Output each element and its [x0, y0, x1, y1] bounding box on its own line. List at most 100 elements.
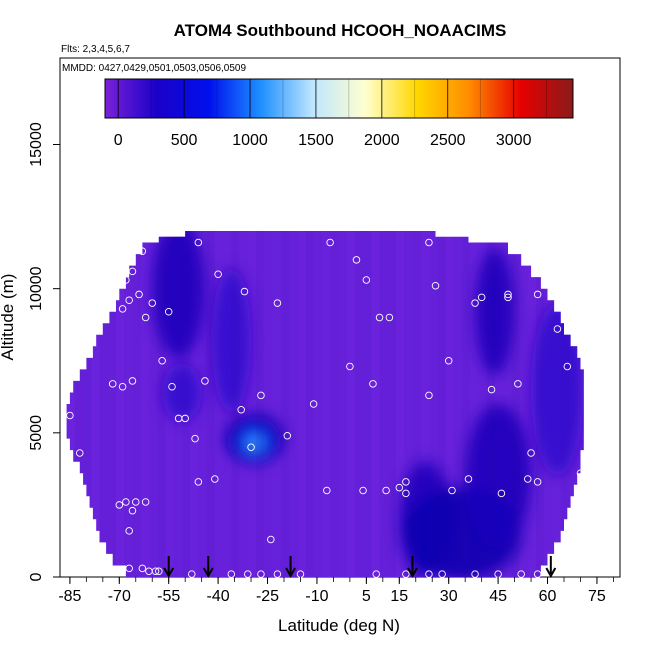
sample-point: [448, 486, 456, 495]
sample-point: [425, 391, 433, 400]
x-tick-label: 30: [440, 588, 458, 605]
field-stripe: [544, 58, 552, 577]
sample-point: [191, 434, 199, 443]
sample-point: [240, 287, 249, 296]
sample-point: [164, 307, 173, 316]
sample-point: [382, 486, 390, 495]
sample-point: [122, 498, 130, 506]
x-tick-label: -85: [58, 588, 81, 605]
field-stripe: [412, 231, 421, 577]
x-tick-label: -70: [108, 588, 131, 605]
sample-point: [471, 299, 479, 307]
colorbar-tick-label: 0: [114, 132, 123, 149]
sample-point: [352, 256, 361, 264]
field-stripe: [107, 231, 116, 577]
field-stripe: [83, 231, 92, 577]
profile-arrows: [163, 556, 557, 579]
sample-point: [402, 478, 410, 486]
field-stripe: [552, 58, 560, 577]
sample-point: [194, 478, 203, 486]
sample-point: [273, 299, 282, 307]
enhanced-region: [152, 231, 205, 358]
x-tick-label: 75: [588, 588, 606, 605]
sample-point: [141, 313, 150, 322]
sample-point: [227, 570, 236, 578]
sample-point: [148, 299, 156, 307]
field-stripe: [256, 231, 265, 577]
colorbar-tick-label: 2500: [430, 132, 466, 149]
sample-point: [323, 486, 331, 495]
sample-point: [118, 305, 127, 313]
sample-point: [385, 313, 394, 322]
field-stripe: [379, 231, 388, 577]
sample-point: [504, 293, 512, 302]
field-stripe: [536, 231, 545, 577]
colorbar-tick-label: 1500: [298, 132, 334, 149]
colorbar-gradient: [104, 78, 574, 119]
flights-note: Flts: 2,3,4,5,6,7: [61, 44, 130, 55]
sample-point: [504, 290, 512, 299]
sample-point: [527, 449, 535, 457]
profile-arrow: [285, 556, 296, 579]
colorbar-tick-label: 2000: [364, 132, 400, 149]
sample-point: [283, 431, 292, 440]
sample-point: [464, 475, 473, 483]
profile-arrow: [407, 556, 418, 579]
y-tick-label: 5000: [28, 415, 45, 451]
field-stripe: [421, 58, 429, 577]
field-stripe: [428, 231, 438, 577]
sample-point: [257, 391, 265, 400]
sample-point: [425, 570, 433, 578]
field-stripe: [148, 231, 158, 577]
colorbar-tick-label: 1000: [232, 132, 268, 149]
sample-point: [402, 570, 410, 578]
sample-point: [576, 469, 585, 477]
field-stripe: [363, 231, 372, 577]
sample-point: [115, 501, 124, 509]
sample-point: [155, 567, 163, 575]
field-stripe: [280, 231, 289, 577]
enhanced-region: [211, 268, 252, 413]
profile-arrow: [202, 556, 214, 579]
y-axis: 0 5000 10000 15000: [28, 122, 60, 581]
colorbar-tick-label: 500: [171, 132, 198, 149]
enhanced-region: [475, 248, 515, 376]
field-stripe: [330, 231, 339, 577]
sample-point: [125, 527, 133, 535]
sample-points: [66, 238, 585, 578]
sample-point: [214, 270, 222, 279]
field-stripe: [461, 231, 471, 577]
field-stripe: [181, 231, 191, 577]
sample-point: [273, 570, 282, 578]
colorbar-tick-label: 3000: [496, 132, 532, 149]
field-stripe: [132, 231, 141, 577]
sample-point: [138, 564, 147, 573]
sample-point: [471, 570, 479, 578]
field-stripe: [124, 231, 133, 577]
sample-point: [563, 362, 572, 371]
sample-point: [128, 506, 137, 515]
dates-note: MMDD: 0427,0429,0501,0503,0506,0509: [62, 63, 246, 74]
sample-point: [201, 377, 209, 385]
sample-point: [359, 486, 367, 495]
sample-point: [395, 483, 404, 492]
field-stripe: [99, 231, 108, 577]
sample-point: [375, 313, 384, 322]
sample-point: [362, 276, 371, 284]
sample-point: [524, 475, 532, 483]
profile-arrow: [163, 556, 175, 579]
sample-point: [194, 238, 203, 247]
plume-center: [244, 434, 265, 452]
concentration-field: [66, 58, 584, 577]
enhanced-regions: [152, 231, 584, 577]
x-tick-label: 60: [539, 588, 557, 605]
sample-point: [514, 380, 522, 388]
field-stripe: [568, 231, 578, 577]
sample-point: [118, 382, 127, 391]
x-tick-label: 45: [489, 588, 507, 605]
sample-point: [128, 377, 137, 385]
x-tick-label: -55: [157, 588, 180, 605]
field-stripe: [288, 231, 298, 577]
sample-point: [237, 406, 245, 414]
